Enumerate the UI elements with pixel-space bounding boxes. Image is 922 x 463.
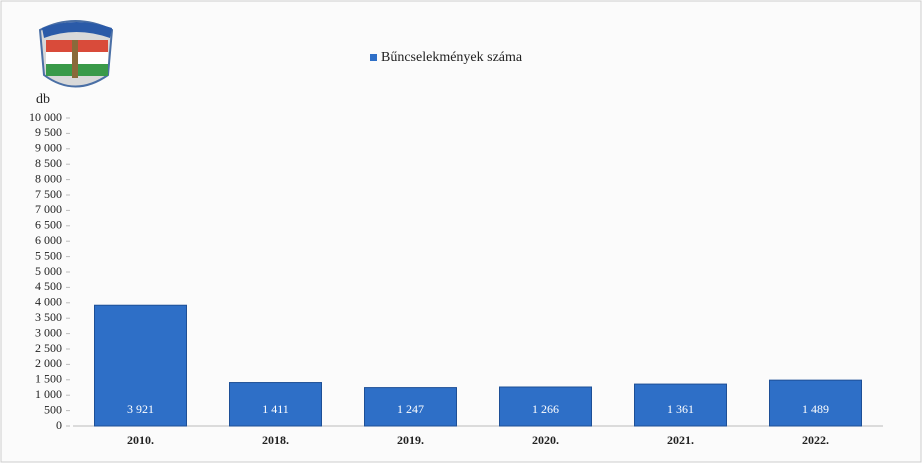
y-tick-label: 500	[44, 402, 62, 416]
y-tick-label: 9 000	[35, 141, 62, 155]
x-tick-label: 2010.	[127, 433, 154, 447]
y-tick-label: 7 000	[35, 202, 62, 216]
y-tick-label: 3 500	[35, 310, 62, 324]
x-tick-label: 2020.	[532, 433, 559, 447]
bar	[229, 382, 322, 427]
y-tick-label: 7 500	[35, 187, 62, 201]
y-tick-label: 5 500	[35, 248, 62, 262]
value-label: 1 266	[532, 402, 559, 416]
y-tick-label: 6 000	[35, 233, 62, 247]
y-tick-label: 0	[56, 418, 62, 432]
y-tick-label: 4 500	[35, 279, 62, 293]
logo	[38, 20, 114, 88]
y-axis-label: db	[36, 92, 50, 107]
y-tick-label: 1 000	[35, 387, 62, 401]
y-tick-label: 2 000	[35, 356, 62, 370]
legend-swatch	[370, 54, 377, 61]
y-tick-label: 6 500	[35, 218, 62, 232]
y-tick-label: 8 000	[35, 171, 62, 185]
x-tick-label: 2022.	[802, 433, 829, 447]
x-tick-label: 2019.	[397, 433, 424, 447]
y-tick-label: 1 500	[35, 372, 62, 386]
x-tick-label: 2021.	[667, 433, 694, 447]
legend-label: Bűncselekmények száma	[381, 50, 523, 65]
bar	[499, 386, 592, 427]
y-tick-label: 4 000	[35, 295, 62, 309]
y-tick-label: 10 000	[29, 110, 62, 124]
bar	[769, 379, 862, 427]
bar	[94, 304, 187, 427]
y-tick-label: 3 000	[35, 325, 62, 339]
y-tick-label: 9 500	[35, 125, 62, 139]
bar	[364, 387, 457, 427]
y-tick-label: 2 500	[35, 341, 62, 355]
value-label: 1 489	[802, 402, 829, 416]
y-tick-label: 8 500	[35, 156, 62, 170]
value-label: 1 247	[397, 402, 424, 416]
value-label: 1 361	[667, 402, 694, 416]
y-tick-label: 5 000	[35, 264, 62, 278]
bar	[634, 383, 727, 427]
x-tick-label: 2018.	[262, 433, 289, 447]
value-label: 1 411	[262, 402, 289, 416]
value-label: 3 921	[127, 402, 154, 416]
